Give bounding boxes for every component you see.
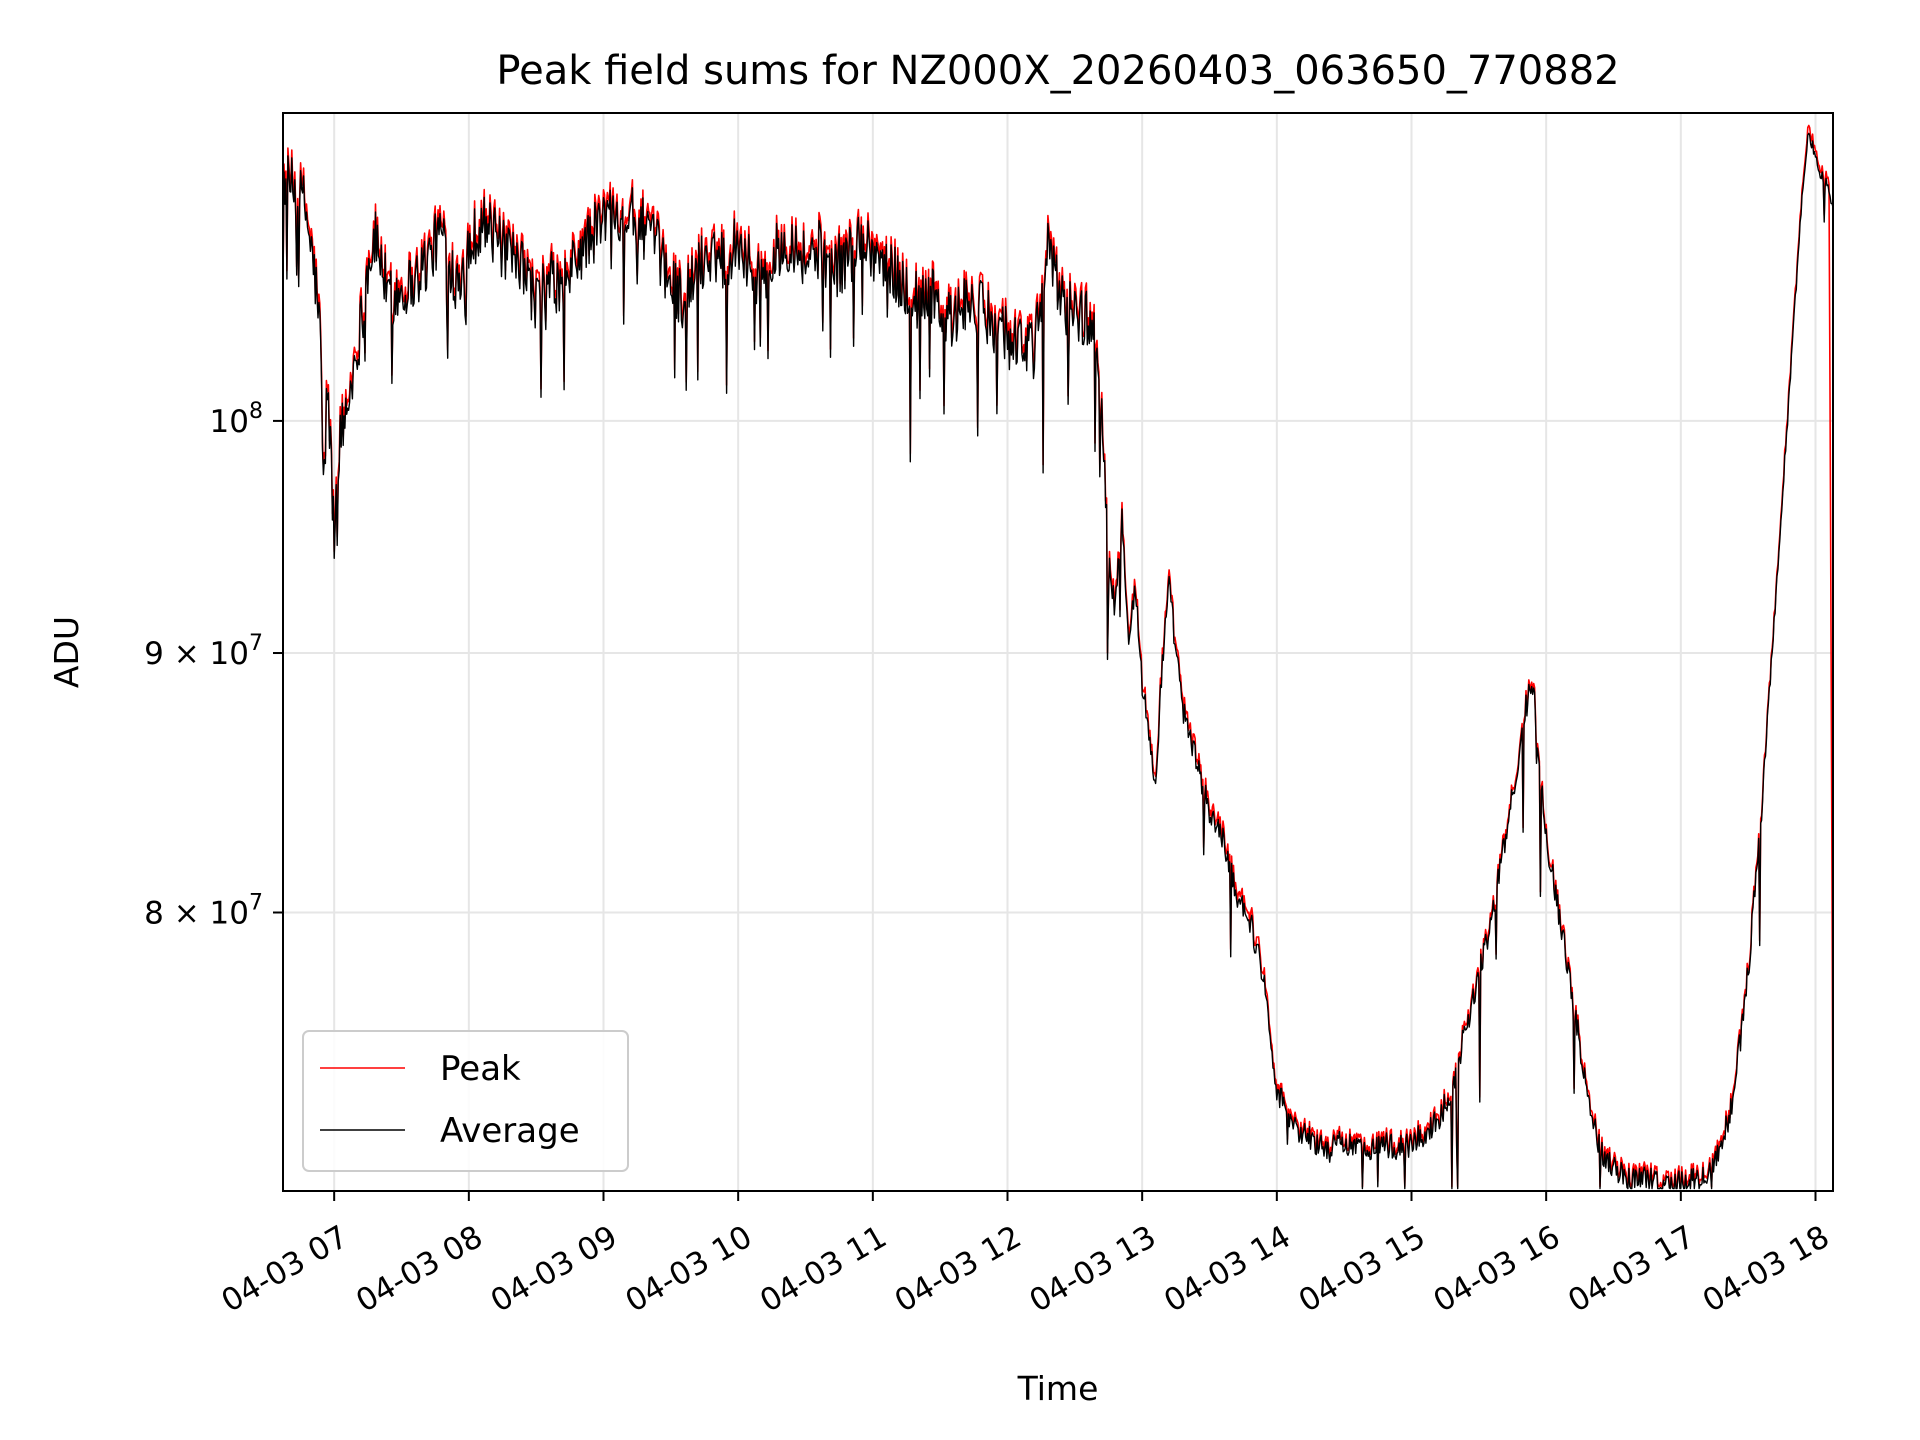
y-tick-exponent: 7 xyxy=(249,891,263,916)
chart-title: Peak field sums for NZ000X_20260403_0636… xyxy=(496,48,1619,94)
y-tick-label: 108 xyxy=(210,399,263,440)
y-tick-exponent: 8 xyxy=(249,399,263,424)
y-axis-label: ADU xyxy=(47,616,86,688)
plot-series xyxy=(283,124,1833,1190)
grid-lines xyxy=(283,113,1833,1191)
legend: Peak Average xyxy=(302,1030,629,1172)
plot-area-frame xyxy=(282,112,1834,1192)
legend-box xyxy=(302,1030,629,1172)
y-tick-mantissa: 8 xyxy=(144,896,164,932)
y-tick-label: 9 × 107 xyxy=(144,631,263,672)
y-tick-base: 10 xyxy=(210,896,249,932)
y-tick-base: 10 xyxy=(210,636,249,672)
y-tick-label: 8 × 107 xyxy=(144,891,263,932)
y-tick-base: 10 xyxy=(210,404,249,440)
x-axis-label: Time xyxy=(1017,1369,1099,1408)
legend-label-peak: Peak xyxy=(440,1049,521,1089)
y-tick-exponent: 7 xyxy=(249,631,263,656)
legend-label-average: Average xyxy=(440,1111,580,1151)
y-tick-mantissa: 9 xyxy=(144,636,164,672)
series-line-average xyxy=(283,132,1833,1190)
